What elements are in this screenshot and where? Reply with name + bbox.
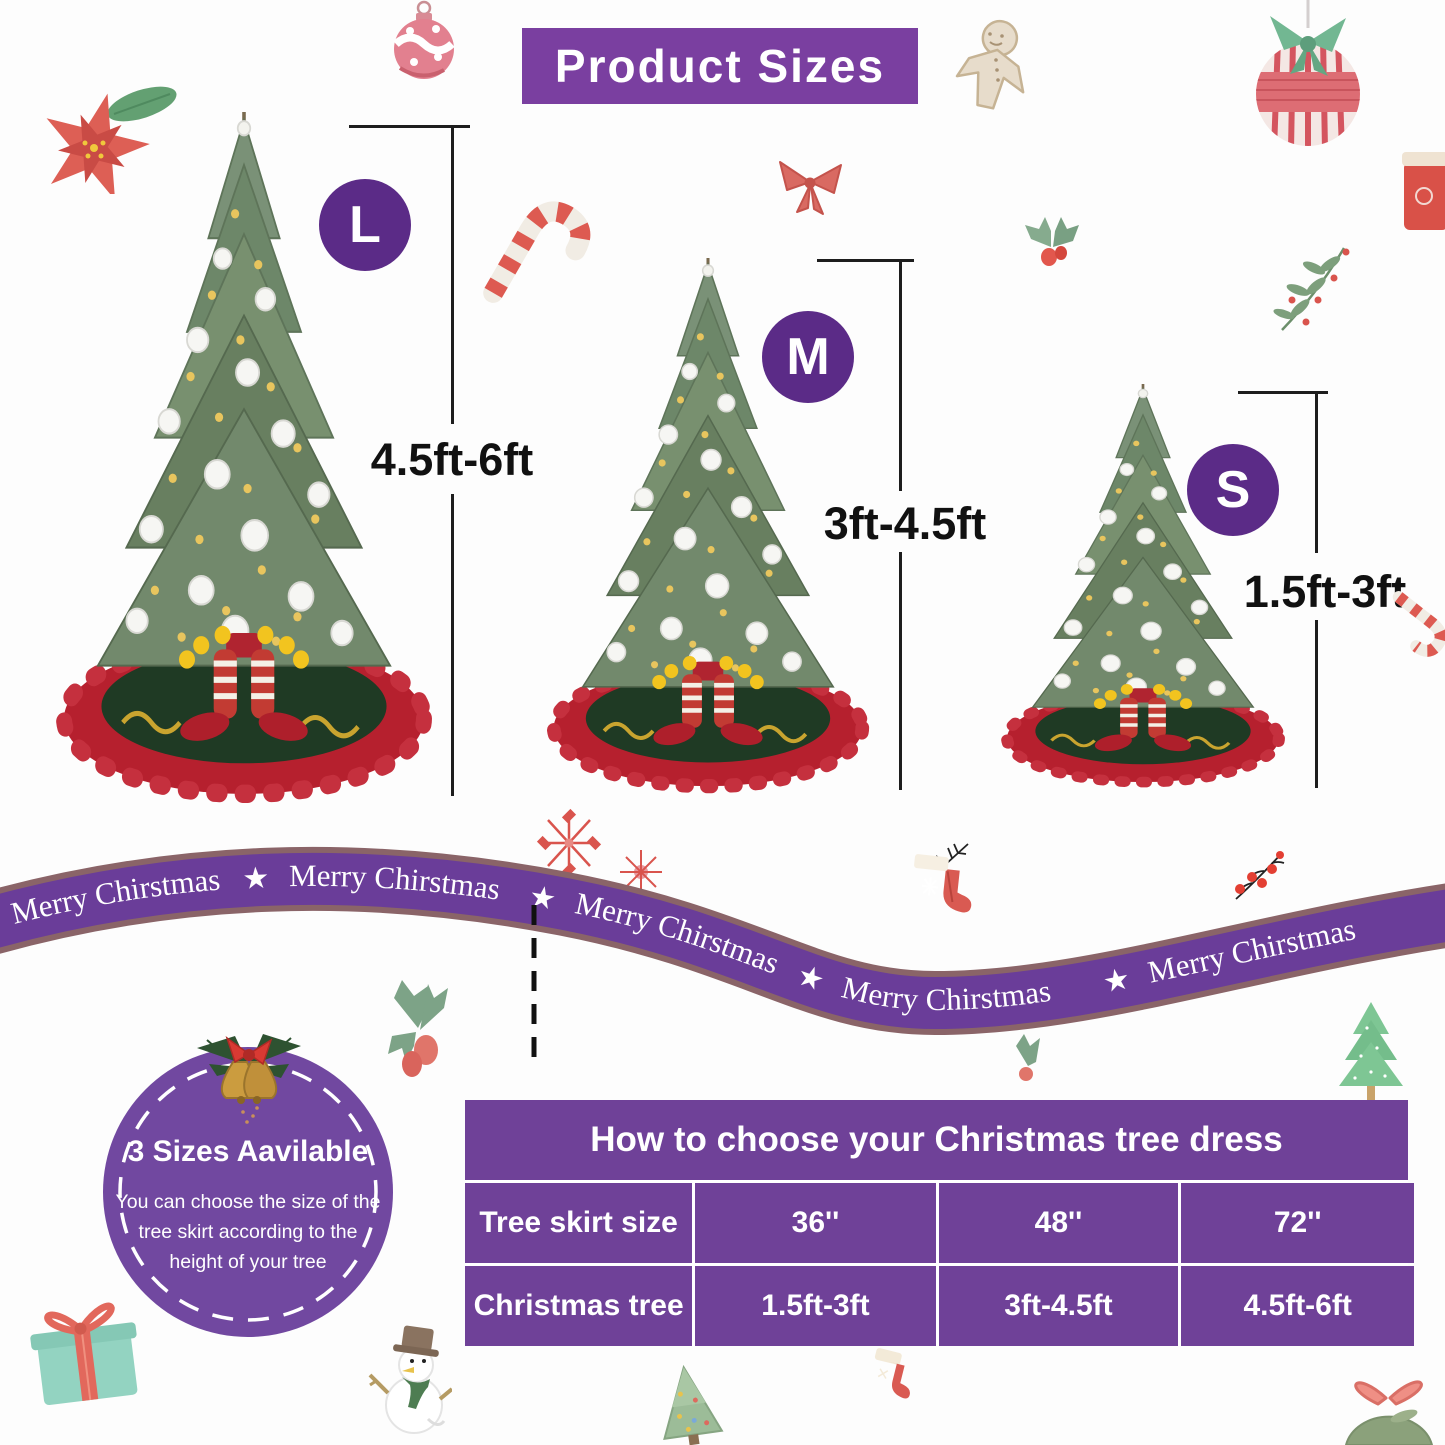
ornament-ball-icon: [393, 0, 455, 79]
badge-line-2: tree skirt according to the: [138, 1221, 358, 1243]
table-cell: 72'': [1181, 1183, 1415, 1263]
gingerbread-man-icon: [955, 19, 1025, 110]
table-cell: 3ft-4.5ft: [938, 1266, 1179, 1346]
candy-cane-small-icon: [1392, 591, 1445, 657]
red-bow-icon: [779, 161, 842, 215]
holly-small-icon: [1016, 1034, 1040, 1081]
snowman-icon: [368, 1325, 452, 1434]
snowflake-small-icon: [620, 850, 662, 894]
measure-line-medium-top: [899, 259, 902, 491]
measure-line-large-bottom: [451, 494, 454, 796]
measure-line-small-top: [1315, 391, 1318, 553]
badge-title: 3 Sizes Aavilable: [127, 1135, 369, 1168]
table-grid: Tree skirt size 36'' 48'' 72'' Christmas…: [465, 1183, 1415, 1346]
badge-line-1: You can choose the size of the: [115, 1191, 381, 1213]
title-banner: Product Sizes: [522, 28, 918, 104]
hanger-dashed-line: [531, 905, 537, 1060]
table-row-header: Tree skirt size: [465, 1183, 693, 1263]
page-title: Product Sizes: [554, 40, 886, 92]
merry-christmas-ribbon: ★ Merry Chirstmas ★ Merry Chirstmas ★ Me…: [0, 846, 1445, 1036]
svg-text:★: ★: [1100, 962, 1133, 999]
small-stocking-icon: [874, 1348, 910, 1399]
badge-description: You can choose the size of the tree skir…: [103, 1187, 393, 1277]
poinsettia-icon: [46, 86, 177, 194]
size-badge-small: S: [1187, 444, 1279, 536]
table-cell: 1.5ft-3ft: [695, 1266, 936, 1346]
bells-bow-icon: [197, 1034, 301, 1124]
size-letter: L: [349, 196, 381, 254]
striped-ball-bow-icon: [1256, 0, 1360, 146]
measure-cap-large: [349, 125, 470, 128]
holly-icon: [1025, 217, 1079, 266]
table-cell: 36'': [695, 1183, 936, 1263]
measure-range-medium: 3ft-4.5ft: [823, 498, 987, 549]
teal-gift-icon: [30, 1302, 138, 1406]
berry-branch-icon: [1235, 851, 1285, 900]
green-gift-bow-icon: [1344, 1380, 1434, 1445]
table-cell: 48'': [938, 1183, 1179, 1263]
table-title: How to choose your Christmas tree dress: [465, 1100, 1408, 1180]
ribbon-star: ★: [242, 862, 270, 896]
table-cell: 4.5ft-6ft: [1181, 1266, 1415, 1346]
measure-line-medium-bottom: [899, 552, 902, 790]
measure-line-small-bottom: [1315, 620, 1318, 788]
measure-cap-medium: [817, 259, 914, 262]
badge-line-3: height of your tree: [169, 1251, 327, 1273]
size-badge-medium: M: [762, 311, 854, 403]
svg-text:★: ★: [242, 862, 270, 896]
size-letter: S: [1215, 461, 1251, 519]
holly-berries-icon: [388, 980, 448, 1077]
small-tree-icon: [663, 1364, 724, 1445]
size-table: How to choose your Christmas tree dress …: [465, 1100, 1415, 1346]
table-row-header: Christmas tree: [465, 1266, 693, 1346]
pine-tree-icon: [1339, 1002, 1403, 1100]
mistletoe-icon: [1273, 247, 1350, 331]
size-letter: M: [786, 328, 830, 386]
badge-dashed-ring: [118, 1062, 378, 1322]
measure-range-large: 4.5ft-6ft: [370, 434, 534, 485]
size-badge-large: L: [319, 179, 411, 271]
ribbon-star: ★: [1100, 962, 1133, 999]
measure-line-large-top: [451, 125, 454, 424]
stocking-icon: [914, 843, 972, 913]
candy-cane-icon: [483, 201, 591, 303]
red-cup-icon: [1402, 152, 1445, 230]
measure-cap-small: [1238, 391, 1328, 394]
measure-range-small: 1.5ft-3ft: [1243, 566, 1407, 617]
